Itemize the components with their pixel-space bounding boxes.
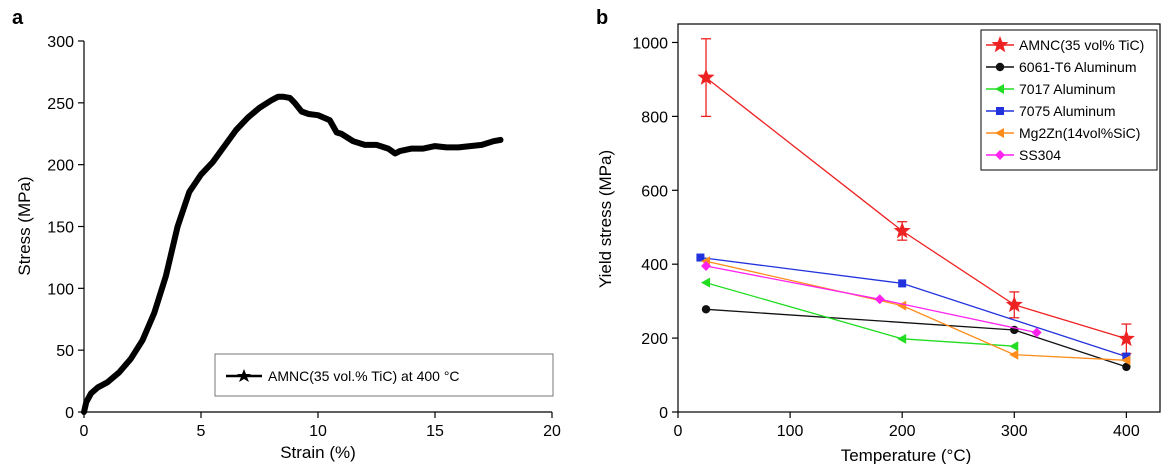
legend-b-marker (996, 107, 1004, 115)
chart-b-series-line (705, 260, 1127, 361)
chart-b-point (897, 333, 907, 344)
legend-b-box (980, 29, 1158, 171)
legend-b-label: AMNC(35 vol% TiC) (1019, 37, 1144, 53)
chart-a-y-tick-label: 150 (47, 220, 74, 237)
chart-b-legend: AMNC(35 vol% TiC) 6061-T6 Aluminum 7017 Al… (980, 29, 1158, 171)
legend-b-label: 7075 Aluminum (1019, 103, 1116, 119)
chart-b-plot-frame (677, 23, 1161, 413)
chart-b-point (874, 294, 885, 305)
chart-b-x-tick-label: 100 (777, 423, 804, 440)
chart-a-x-tick-label: 10 (309, 423, 327, 440)
chart-a-x-tick-label: 15 (426, 423, 444, 440)
chart-b-point (696, 253, 705, 262)
chart-a-y-tick-label: 200 (47, 158, 74, 175)
chart-b-series-line (705, 265, 1037, 334)
legend-b-marker (995, 84, 1004, 94)
legend-b-label: 7017 Aluminum (1019, 81, 1116, 97)
chart-b-point (1117, 329, 1135, 347)
chart-b-y-tick-label: 600 (641, 183, 668, 200)
chart-a-legend: AMNC(35 vol.% TiC) at 400 °C (214, 353, 554, 397)
chart-a-series-line (81, 93, 504, 415)
chart-a-xlabel: Strain (%) (280, 443, 356, 462)
chart-b-point (893, 221, 911, 239)
chart-b-point (1121, 355, 1131, 366)
chart-b-x-tick-label: 400 (1113, 423, 1140, 440)
chart-b: 0 100 200 300 400 0 200 400 600 800 1000 Temperatu… (596, 23, 1161, 464)
legend-a-box (214, 353, 554, 397)
chart-a-y-tick-label: 300 (47, 34, 74, 51)
panel-b-letter: b (596, 7, 608, 29)
chart-b-series-line (705, 282, 1015, 347)
chart-a-x-tick-label: 20 (543, 423, 561, 440)
chart-b-point (1031, 327, 1042, 338)
chart-b-y-tick-label: 800 (641, 109, 668, 126)
legend-b-marker (995, 62, 1005, 72)
legend-a-label: AMNC(35 vol.% TiC) at 400 °C (268, 368, 460, 384)
chart-b-y-tick-label: 0 (659, 405, 668, 422)
chart-b-point (897, 300, 907, 311)
chart-b-xlabel: Temperature (°C) (841, 446, 972, 464)
chart-b-point (1122, 352, 1131, 361)
chart-b-series-line (705, 77, 1127, 340)
legend-b-marker (995, 128, 1004, 138)
chart-b-point (1009, 341, 1019, 352)
legend-b-label: Mg2Zn(14vol%SiC) (1019, 125, 1140, 141)
chart-a-ylabel: Stress (MPa) (15, 176, 34, 275)
chart-b-point (1122, 362, 1131, 372)
chart-b-point (1009, 349, 1019, 360)
chart-a-y-tick-label: 0 (65, 405, 74, 422)
legend-a-star-marker (237, 369, 251, 382)
chart-a-x-tick-label: 5 (197, 423, 206, 440)
chart-b-point (701, 261, 712, 272)
chart-a-series (81, 93, 504, 415)
legend-b-marker (995, 150, 1005, 160)
chart-b-x-tick-label: 200 (889, 423, 916, 440)
chart-b-y-tick-label: 400 (641, 257, 668, 274)
chart-b-axes: 0 100 200 300 400 0 200 400 600 800 1000 (632, 23, 1161, 440)
chart-a-y-tick-label: 100 (47, 281, 74, 298)
chart-b-series (696, 38, 1135, 372)
chart-b-y-tick-label: 200 (641, 331, 668, 348)
chart-b-x-tick-label: 300 (1001, 423, 1028, 440)
chart-b-x-tick-label: 0 (674, 423, 683, 440)
chart-b-point (701, 305, 711, 314)
panel-a-letter: a (12, 7, 24, 29)
chart-b-point (898, 279, 907, 288)
legend-b-marker (991, 36, 1009, 53)
chart-b-point (697, 68, 715, 85)
chart-b-series-line (705, 308, 1127, 368)
chart-a-y-tick-label: 50 (56, 343, 74, 360)
chart-b-y-tick-label: 1000 (632, 35, 668, 52)
chart-b-ylabel: Yield stress (MPa) (596, 150, 615, 288)
chart-b-point (701, 277, 711, 288)
legend-b-label: 6061-T6 Aluminum (1019, 59, 1137, 75)
chart-a-x-tick-label: 0 (80, 423, 89, 440)
legend-b-label: SS304 (1019, 147, 1061, 163)
chart-b-point (1005, 295, 1023, 313)
chart-a-y-tick-label: 250 (47, 96, 74, 113)
